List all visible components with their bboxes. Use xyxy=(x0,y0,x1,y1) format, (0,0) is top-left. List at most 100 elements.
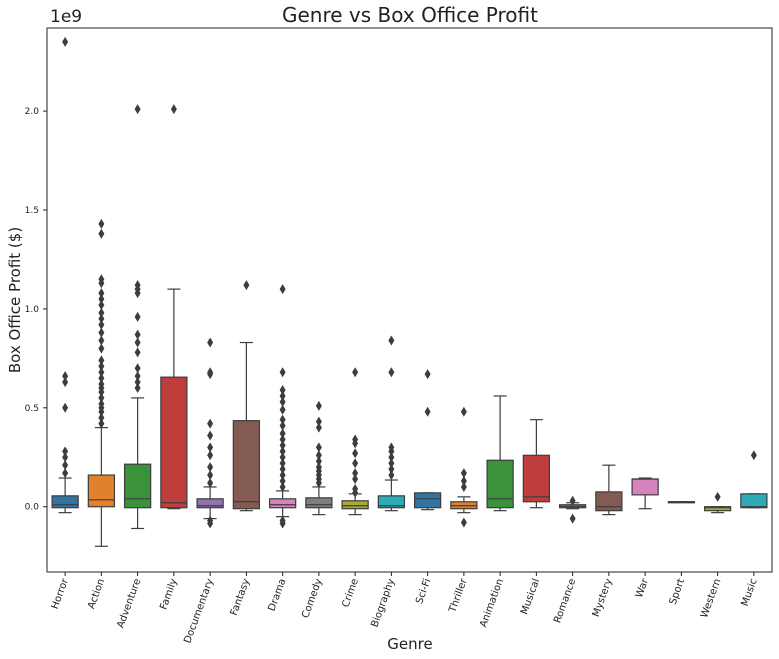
outlier-point xyxy=(134,337,141,348)
outlier-point xyxy=(98,418,105,429)
outlier-point xyxy=(62,371,69,382)
outlier-point xyxy=(62,452,69,463)
outlier-point xyxy=(388,452,395,463)
outlier-point xyxy=(98,361,105,372)
box-horror xyxy=(51,36,79,514)
outlier-point xyxy=(352,458,359,469)
x-tick-label: Drama xyxy=(267,577,289,613)
x-tick-label: Biography xyxy=(369,577,397,629)
outlier-point xyxy=(315,422,322,433)
boxes-layer xyxy=(51,36,768,547)
iqr-box xyxy=(160,376,188,509)
x-tick-label: Fantasy xyxy=(229,577,253,617)
x-tick-label: Documentary xyxy=(182,577,216,645)
iqr-box xyxy=(51,495,79,509)
outlier-point xyxy=(62,460,69,471)
box-romance xyxy=(558,495,587,524)
box-drama xyxy=(268,284,297,529)
iqr-box xyxy=(486,459,514,509)
box-music xyxy=(740,450,768,509)
outlier-point xyxy=(279,458,286,469)
outlier-point xyxy=(460,517,467,528)
outlier-point xyxy=(388,442,395,453)
box-adventure xyxy=(123,104,152,530)
outlier-point xyxy=(170,104,177,115)
outlier-point xyxy=(279,396,286,407)
outlier-point xyxy=(62,468,69,479)
outlier-point xyxy=(279,440,286,451)
iqr-box xyxy=(87,474,116,508)
iqr-box xyxy=(232,420,261,510)
outlier-point xyxy=(279,414,286,425)
outlier-point xyxy=(207,462,214,473)
box-crime xyxy=(341,367,369,516)
outlier-point xyxy=(352,483,359,494)
outlier-point xyxy=(315,456,322,467)
outlier-point xyxy=(460,476,467,487)
outlier-point xyxy=(207,450,214,461)
outlier-point xyxy=(207,442,214,453)
x-ticks: Horror Action Adventure Family Documentary Fa… xyxy=(50,572,760,645)
iqr-box xyxy=(595,491,623,512)
outlier-point xyxy=(98,294,105,305)
outlier-point xyxy=(98,228,105,239)
outlier-point xyxy=(279,367,286,378)
x-tick-label: Adventure xyxy=(115,577,143,629)
outlier-point xyxy=(98,373,105,384)
outlier-point xyxy=(98,288,105,299)
x-tick-label: Music xyxy=(740,577,760,607)
outlier-point xyxy=(62,402,69,413)
outlier-point xyxy=(460,481,467,492)
iqr-box xyxy=(123,463,152,509)
outlier-point xyxy=(134,363,141,374)
outlier-point xyxy=(569,513,576,524)
outlier-point xyxy=(134,347,141,358)
box-action xyxy=(87,218,116,547)
outlier-point xyxy=(352,468,359,479)
box-sport xyxy=(667,501,696,504)
y-tick-label: 1.0 xyxy=(25,305,40,315)
outlier-point xyxy=(98,367,105,378)
outlier-point xyxy=(98,218,105,229)
y-offset-label: 1e9 xyxy=(50,7,82,27)
box-musical xyxy=(522,419,551,509)
iqr-box xyxy=(740,493,768,509)
outlier-point xyxy=(279,434,286,445)
outlier-point xyxy=(388,470,395,481)
iqr-box xyxy=(413,492,442,509)
x-tick-label: Romance xyxy=(552,577,578,624)
x-tick-label: Comedy xyxy=(300,577,324,620)
x-tick-label: War xyxy=(634,576,651,599)
outlier-point xyxy=(98,398,105,409)
outlier-point xyxy=(98,343,105,354)
outlier-point xyxy=(352,367,359,378)
outlier-point xyxy=(460,468,467,479)
outlier-point xyxy=(315,416,322,427)
outlier-point xyxy=(279,390,286,401)
x-tick-label: Thriller xyxy=(447,576,470,615)
iqr-box xyxy=(341,500,369,510)
outlier-point xyxy=(388,335,395,346)
box-comedy xyxy=(305,400,333,516)
iqr-box xyxy=(268,498,297,509)
iqr-box xyxy=(703,506,732,512)
box-thriller xyxy=(450,406,478,528)
outlier-point xyxy=(62,36,69,47)
box-documentary xyxy=(196,337,224,529)
iqr-box xyxy=(377,495,406,509)
outlier-point xyxy=(134,280,141,291)
outlier-point xyxy=(460,406,467,417)
outlier-point xyxy=(279,385,286,396)
outlier-point xyxy=(279,284,286,295)
outlier-point xyxy=(207,515,214,526)
box-war xyxy=(631,477,659,510)
iqr-box xyxy=(631,478,659,496)
outlier-point xyxy=(98,307,105,318)
outlier-point xyxy=(424,369,431,380)
outlier-point xyxy=(279,446,286,457)
outlier-point xyxy=(279,452,286,463)
outlier-point xyxy=(134,377,141,388)
outlier-point xyxy=(98,319,105,330)
outlier-point xyxy=(424,406,431,417)
box-animation xyxy=(486,395,514,512)
